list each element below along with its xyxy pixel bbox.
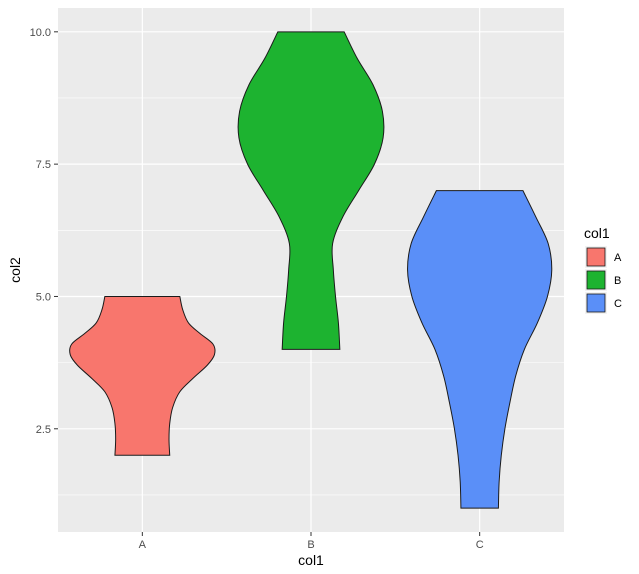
x-tick-label: C: [476, 539, 484, 551]
y-tick-label: 7.5: [36, 159, 51, 171]
legend-title: col1: [584, 225, 610, 241]
x-tick-label: A: [139, 539, 147, 551]
legend-label-C: C: [614, 298, 622, 310]
legend-label-B: B: [614, 275, 621, 287]
legend-swatch-A: [586, 247, 606, 267]
axes: 2.5 5.0 7.5 10.0 A B C: [30, 27, 484, 551]
violin-C: [407, 190, 553, 509]
x-tick-label: B: [307, 539, 314, 551]
violin-A: [69, 295, 216, 456]
x-axis-title: col1: [298, 552, 324, 568]
legend: col1 ABC: [584, 225, 622, 314]
legend-swatch-C: [586, 293, 606, 313]
y-axis-title: col2: [7, 257, 23, 283]
y-tick-label: 5.0: [36, 291, 51, 303]
legend-label-A: A: [614, 252, 622, 264]
violins: [69, 31, 553, 509]
legend-swatch-B: [586, 270, 606, 290]
y-tick-label: 2.5: [36, 424, 51, 436]
y-tick-label: 10.0: [30, 27, 51, 39]
violin-B: [237, 31, 385, 350]
legend-keys: ABC: [585, 246, 622, 314]
